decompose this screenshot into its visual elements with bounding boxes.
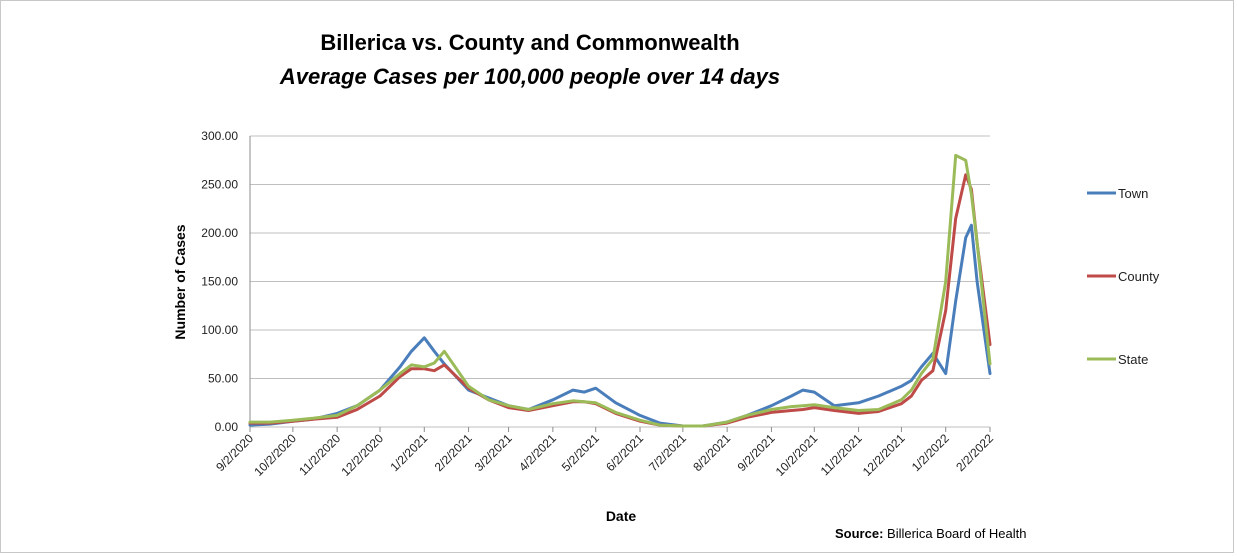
x-tick-label: 3/2/2021 [472,431,515,474]
x-tick-label: 11/2/2020 [296,431,343,478]
x-tick-label: 12/2/2020 [338,431,386,479]
y-axis-title: Number of Cases [172,224,188,339]
y-tick-label: 0.00 [215,420,239,434]
y-tick-label: 100.00 [201,323,238,337]
x-tick-label: 2/2/2021 [432,431,475,474]
y-tick-label: 250.00 [201,178,238,192]
x-axis-title: Date [606,508,637,524]
legend-label-county: County [1118,269,1160,284]
x-tick-label: 2/2/2022 [953,431,996,474]
series-line-state [248,153,992,428]
x-tick-label: 6/2/2021 [603,431,646,474]
legend-label-town: Town [1118,186,1148,201]
x-tick-label: 9/2/2021 [735,431,778,474]
source-text: Billerica Board of Health [887,526,1027,541]
x-tick-label: 8/2/2021 [690,431,733,474]
y-tick-label: 150.00 [201,275,238,289]
x-tick-label: 4/2/2021 [516,431,559,474]
x-tick-label: 9/2/2020 [213,431,256,474]
x-tick-label: 10/2/2020 [251,431,299,479]
x-tick-label: 5/2/2021 [559,431,602,474]
legend: Town County State [1087,186,1160,367]
x-tick-label: 1/2/2022 [909,431,952,474]
x-tick-label: 12/2/2021 [860,431,908,479]
source-note: Source: Billerica Board of Health [835,526,1027,541]
y-tick-label: 200.00 [201,226,238,240]
chart-subtitle: Average Cases per 100,000 people over 14… [279,64,781,89]
chart-title: Billerica vs. County and Commonwealth [320,30,740,55]
y-axis-ticks: 0.00 50.00 100.00 150.00 200.00 250.00 300.00 [201,129,238,434]
y-tick-label: 300.00 [201,129,238,143]
source-label: Source: [835,526,884,541]
legend-label-state: State [1118,352,1148,367]
series-line-town [248,223,992,428]
x-tick-label: 7/2/2021 [646,431,689,474]
series-lines [248,153,992,428]
series-line-county [248,173,992,428]
y-tick-label: 50.00 [208,372,238,386]
grid-lines [249,135,991,432]
x-tick-label: 1/2/2021 [387,431,430,474]
x-tick-label: 11/2/2021 [818,431,865,478]
x-tick-label: 10/2/2021 [773,431,821,479]
